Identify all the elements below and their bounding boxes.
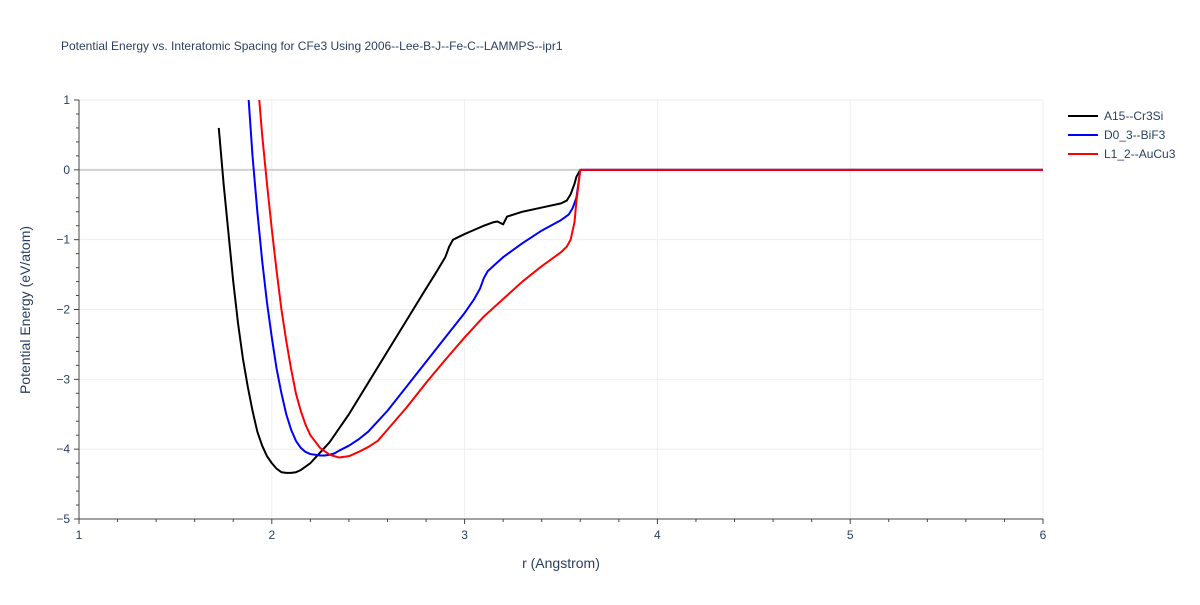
tick-labels: 1 2 3 4 5 6 1 0 −1 −2 −3 −4 −5 [56,93,1046,542]
chart-title: Potential Energy vs. Interatomic Spacing… [61,39,563,53]
legend-label: L1_2--AuCu3 [1104,147,1176,161]
x-tick-label: 4 [654,528,661,542]
y-tick-label: −2 [56,303,70,317]
y-tick-label: −3 [56,372,70,386]
x-tick-label: 6 [1040,528,1047,542]
series-line-2 [247,100,1043,457]
legend-item[interactable]: A15--Cr3Si [1068,109,1163,123]
series-lines [217,100,1043,474]
legend-label: A15--Cr3Si [1104,109,1163,123]
legend-item[interactable]: D0_3--BiF3 [1068,128,1166,142]
y-axis-label: Potential Energy (eV/atom) [17,226,33,394]
x-tick-label: 1 [76,528,83,542]
y-tick-label: 0 [63,163,70,177]
x-tick-label: 2 [268,528,275,542]
series-line-3 [258,100,1043,459]
legend[interactable]: A15--Cr3Si D0_3--BiF3 L1_2--AuCu3 [1068,109,1176,161]
x-tick-label: 5 [847,528,854,542]
series-line-1 [217,127,1043,474]
axes [74,99,1044,524]
y-tick-label: 1 [63,93,70,107]
y-tick-label: −1 [56,233,70,247]
x-tick-label: 3 [461,528,468,542]
legend-label: D0_3--BiF3 [1104,128,1166,142]
grid [79,99,1044,519]
x-axis-label: r (Angstrom) [522,555,600,571]
legend-item[interactable]: L1_2--AuCu3 [1068,147,1176,161]
y-tick-label: −4 [56,442,70,456]
y-tick-label: −5 [56,512,70,526]
